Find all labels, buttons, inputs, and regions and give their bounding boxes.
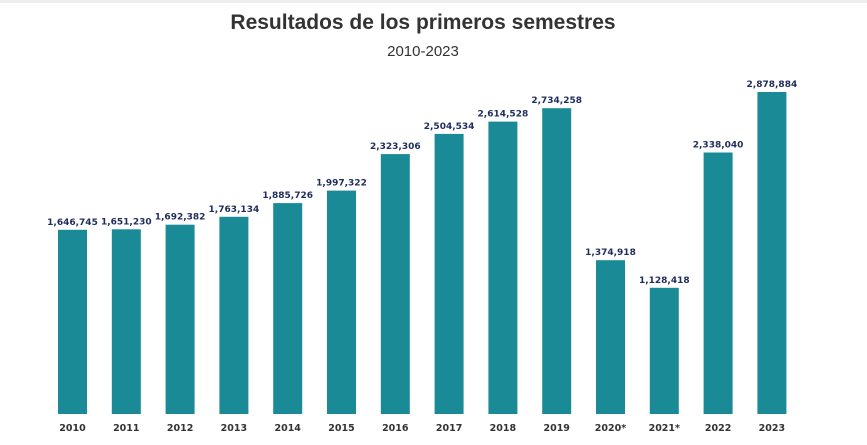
x-tick-label-2022: 2022 (705, 423, 731, 434)
x-tick-label-2013: 2013 (221, 423, 247, 434)
value-label-2014: 1,885,726 (262, 191, 313, 201)
value-label-2023: 2,878,884 (747, 80, 798, 90)
x-tick-label-2019: 2019 (543, 423, 569, 434)
value-label-2010: 1,646,745 (47, 218, 98, 228)
value-label-2016: 2,323,306 (370, 142, 421, 152)
value-label-2012: 1,692,382 (155, 213, 206, 223)
bar-2012 (165, 224, 195, 414)
x-tick-label-2018: 2018 (490, 423, 517, 434)
top-strip (0, 0, 867, 3)
x-tick-label-2016: 2016 (382, 423, 409, 434)
bar-2019 (542, 108, 572, 414)
value-label-2021*: 1,128,418 (639, 276, 690, 286)
bar-2023 (757, 92, 787, 414)
x-tick-label-2012: 2012 (167, 423, 193, 434)
chart-subtitle: 2010-2023 (387, 43, 459, 60)
value-label-2015: 1,997,322 (316, 179, 367, 189)
x-tick-label-2011: 2011 (113, 423, 139, 434)
value-label-2019: 2,734,258 (531, 96, 582, 106)
bar-2017 (434, 133, 464, 414)
x-tick-label-2023: 2023 (759, 423, 785, 434)
value-labels-layer: 1,646,745 1,651,230 1,692,3821,763,1341,88… (47, 80, 797, 286)
bar-2018 (488, 121, 518, 414)
x-tick-label-2021*: 2021* (649, 423, 680, 434)
value-label-2018: 2,614,528 (478, 110, 529, 120)
value-label-2017: 2,504,534 (424, 122, 475, 132)
x-tick-label-2015: 2015 (328, 423, 354, 434)
bar-2015 (327, 190, 356, 414)
x-tick-label-2014: 2014 (274, 423, 301, 434)
bar-2022 (703, 152, 733, 414)
value-label-2020*: 1,374,918 (585, 248, 636, 258)
x-tick-label-2010: 2010 (59, 423, 86, 434)
value-label-2013: 1,763,134 (209, 205, 260, 215)
bar-2013 (219, 216, 249, 414)
bar-2016 (380, 154, 410, 414)
bar-2011 (111, 229, 141, 414)
value-label-2022: 2,338,040 (693, 141, 744, 151)
x-tick-labels: 2010 2011 2012 2013 2014 2015 2016 2017 2018 2019… (59, 423, 785, 434)
chart-title: Resultados de los primeros semestres (230, 11, 616, 34)
bar-2020* (596, 260, 625, 414)
bar-2021* (649, 287, 679, 414)
value-label-2011: 1,651,230 (101, 217, 152, 227)
bar-2014 (273, 203, 303, 414)
x-tick-label-2020*: 2020* (595, 423, 626, 434)
bar-2010 (58, 229, 87, 414)
bars-layer (58, 92, 787, 414)
x-tick-label-2017: 2017 (436, 423, 462, 434)
